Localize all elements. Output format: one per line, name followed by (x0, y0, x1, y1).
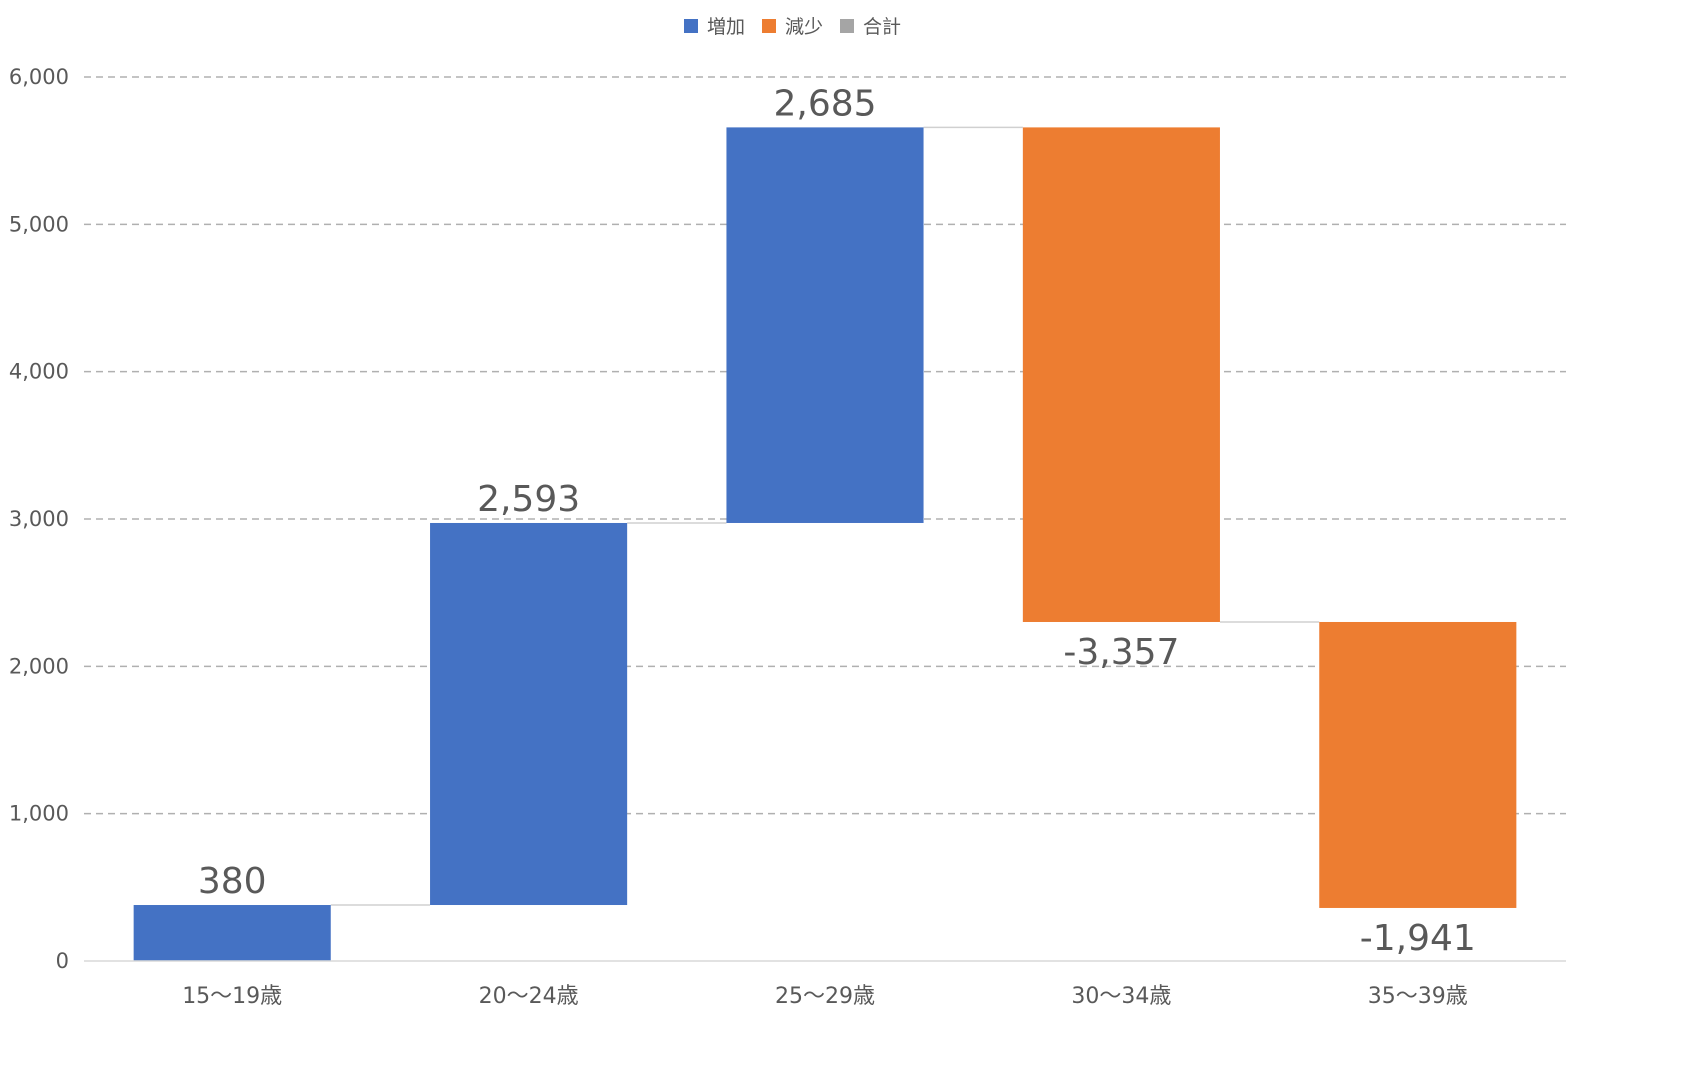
y-tick-label: 2,000 (9, 654, 69, 678)
x-category-label: 35〜39歳 (1368, 984, 1468, 1009)
bar-increase (430, 522, 628, 906)
data-labels: 380 2,593 2,685 -3,357 -1,941 (198, 83, 1476, 959)
legend-swatch (684, 19, 698, 33)
legend: 増加 減少 合計 (684, 16, 901, 38)
data-label: 380 (198, 861, 267, 902)
legend-entry: 増加 (684, 16, 745, 38)
data-label: 2,593 (477, 479, 580, 520)
bar-increase (133, 905, 331, 961)
gridlines (84, 76, 1566, 815)
legend-swatch (840, 19, 854, 33)
bar-decrease (1022, 127, 1220, 622)
data-label: 2,685 (773, 83, 876, 124)
bar-increase (726, 127, 924, 523)
y-tick-label: 0 (56, 949, 69, 973)
y-tick-label: 6,000 (9, 65, 69, 89)
bars (133, 127, 1517, 961)
y-tick-label: 5,000 (9, 212, 69, 236)
legend-label: 合計 (863, 16, 901, 38)
x-category-label: 20〜24歳 (479, 984, 579, 1009)
legend-label: 減少 (785, 16, 823, 38)
x-category-label: 30〜34歳 (1071, 984, 1171, 1009)
legend-swatch (762, 19, 776, 33)
legend-label: 増加 (707, 16, 745, 38)
y-axis: 0 1,000 2,000 3,000 4,000 5,000 6,000 (9, 65, 69, 973)
data-label: -3,357 (1063, 632, 1179, 673)
bar-decrease (1319, 621, 1517, 908)
x-category-label: 25〜29歳 (775, 984, 875, 1009)
y-tick-label: 4,000 (9, 360, 69, 384)
connectors (330, 126, 1320, 906)
legend-entry: 合計 (840, 16, 901, 38)
x-axis: 15〜19歳 20〜24歳 25〜29歳 30〜34歳 35〜39歳 (84, 960, 1566, 1009)
y-tick-label: 3,000 (9, 507, 69, 531)
y-tick-label: 1,000 (9, 802, 69, 826)
data-label: -1,941 (1360, 918, 1476, 959)
legend-entry: 減少 (762, 16, 823, 38)
x-category-label: 15〜19歳 (182, 984, 282, 1009)
